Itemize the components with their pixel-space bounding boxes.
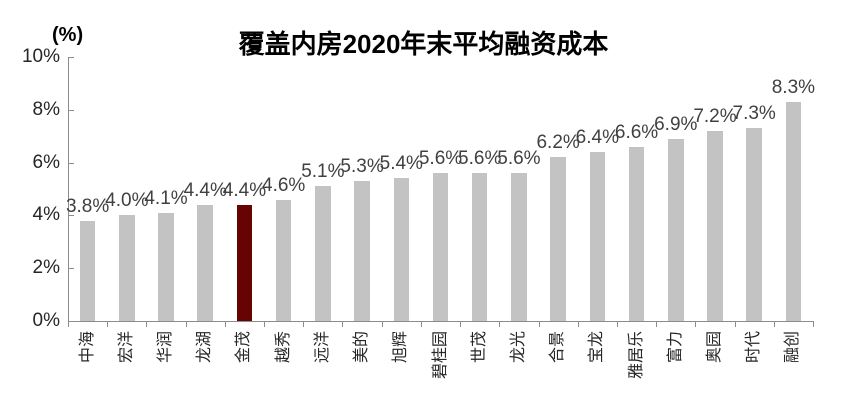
y-tick-label: 2% <box>32 257 60 279</box>
bar <box>315 186 331 321</box>
x-axis-label: 宏洋 <box>117 331 135 364</box>
x-axis-label: 远洋 <box>313 331 331 364</box>
x-tick <box>695 322 697 327</box>
bar-value-label: 5.6% <box>497 148 541 170</box>
x-tick <box>538 322 540 327</box>
bar <box>432 173 449 321</box>
x-axis-label: 中海 <box>78 331 96 364</box>
y-tick-label: 4% <box>32 204 60 226</box>
y-tick-label: 6% <box>32 151 60 173</box>
y-tick-label: 10% <box>21 46 60 67</box>
x-tick <box>342 322 344 327</box>
x-axis-label: 龙湖 <box>196 331 214 364</box>
x-axis-label: 世茂 <box>470 331 488 364</box>
bar <box>119 215 135 321</box>
x-tick <box>185 322 187 327</box>
bar <box>746 128 762 321</box>
x-axis-label: 华润 <box>157 331 175 364</box>
bar-value-label: 6.9% <box>654 113 698 135</box>
y-tick-label: 8% <box>32 98 60 120</box>
bar <box>393 178 410 321</box>
x-tick <box>107 322 109 327</box>
bar <box>511 173 527 321</box>
bar <box>785 101 802 321</box>
x-tick <box>813 322 814 327</box>
y-tick-label: 0% <box>32 310 60 331</box>
bar <box>589 152 606 321</box>
x-tick <box>68 322 69 327</box>
x-axis-label: 融创 <box>784 331 802 364</box>
x-tick <box>303 322 305 327</box>
x-tick <box>616 322 618 327</box>
y-tick <box>68 268 74 270</box>
x-tick <box>577 322 579 327</box>
x-tick <box>420 322 422 327</box>
bar-value-label: 4.6% <box>262 174 306 196</box>
x-axis-label: 龙光 <box>509 331 527 364</box>
x-tick <box>264 322 266 327</box>
bar <box>668 138 684 321</box>
x-tick <box>656 322 658 327</box>
y-tick <box>68 57 74 58</box>
bar-value-label: 4.4% <box>222 179 267 201</box>
bar <box>158 212 174 321</box>
bar-value-label: 5.4% <box>379 153 423 175</box>
plot-area <box>68 57 814 322</box>
x-axis-label: 旭辉 <box>392 331 410 364</box>
bar-value-label: 8.3% <box>771 76 816 98</box>
bar-value-label: 5.6% <box>418 148 463 170</box>
bar-value-label: 5.1% <box>301 161 345 183</box>
x-tick <box>460 322 462 327</box>
bar-value-label: 4.0% <box>105 190 149 212</box>
x-axis-label: 富力 <box>666 331 684 364</box>
bar-value-label: 6.2% <box>536 132 580 154</box>
bar <box>707 130 723 321</box>
x-axis-label: 合景 <box>549 331 567 364</box>
x-tick <box>773 322 775 327</box>
bar <box>79 220 96 321</box>
x-tick <box>146 322 148 327</box>
chart-title: 覆盖内房2020年末平均融资成本 <box>238 29 609 59</box>
bar-value-label: 5.6% <box>458 148 502 170</box>
x-tick <box>381 322 383 327</box>
x-axis-label: 金茂 <box>235 331 253 364</box>
x-axis-label: 碧桂园 <box>431 331 449 380</box>
bar <box>236 204 253 321</box>
bar <box>628 146 645 321</box>
y-tick <box>68 109 74 111</box>
y-tick <box>68 215 74 217</box>
x-tick <box>734 322 736 327</box>
x-tick <box>499 322 501 327</box>
x-axis-label: 越秀 <box>274 331 292 364</box>
x-axis-label: 宝龙 <box>588 331 606 364</box>
bar-value-label: 6.4% <box>575 127 619 149</box>
x-axis-label: 奥园 <box>705 331 723 364</box>
bar <box>197 204 213 321</box>
bar-value-label: 6.6% <box>614 121 659 143</box>
bar <box>275 199 292 321</box>
x-axis-label: 雅居乐 <box>627 331 645 380</box>
y-tick <box>68 162 74 164</box>
bar-value-label: 5.3% <box>340 156 384 178</box>
bar-value-label: 7.2% <box>693 105 737 127</box>
bar-value-label: 3.8% <box>65 195 110 217</box>
bar-value-label: 4.4% <box>183 179 227 201</box>
x-tick <box>224 322 226 327</box>
bar <box>471 173 488 321</box>
bar-value-label: 7.3% <box>732 103 776 125</box>
x-axis-label: 时代 <box>745 331 763 364</box>
bar-value-label: 4.1% <box>144 187 188 209</box>
x-axis-label: 美的 <box>353 331 371 364</box>
y-axis-unit-label: (%) <box>52 24 84 46</box>
bar <box>354 181 370 321</box>
bar <box>550 157 566 321</box>
